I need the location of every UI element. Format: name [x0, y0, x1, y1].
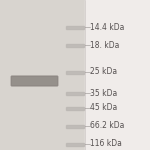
- Text: 45 kDa: 45 kDa: [90, 103, 117, 112]
- Bar: [0, 0, 85, 150]
- Bar: [66, 92, 84, 95]
- Bar: [66, 26, 84, 29]
- Text: 116 kDa: 116 kDa: [90, 140, 122, 148]
- Text: 35 kDa: 35 kDa: [90, 88, 117, 98]
- Text: 18. kDa: 18. kDa: [90, 40, 119, 50]
- Bar: [66, 44, 84, 47]
- Bar: [66, 124, 84, 128]
- Text: 66.2 kDa: 66.2 kDa: [90, 122, 124, 130]
- Text: 25 kDa: 25 kDa: [90, 68, 117, 76]
- Bar: [66, 106, 84, 110]
- Text: 14.4 kDa: 14.4 kDa: [90, 22, 124, 32]
- FancyBboxPatch shape: [11, 76, 58, 86]
- Bar: [66, 70, 84, 74]
- Bar: [66, 142, 84, 146]
- Bar: [85, 0, 150, 150]
